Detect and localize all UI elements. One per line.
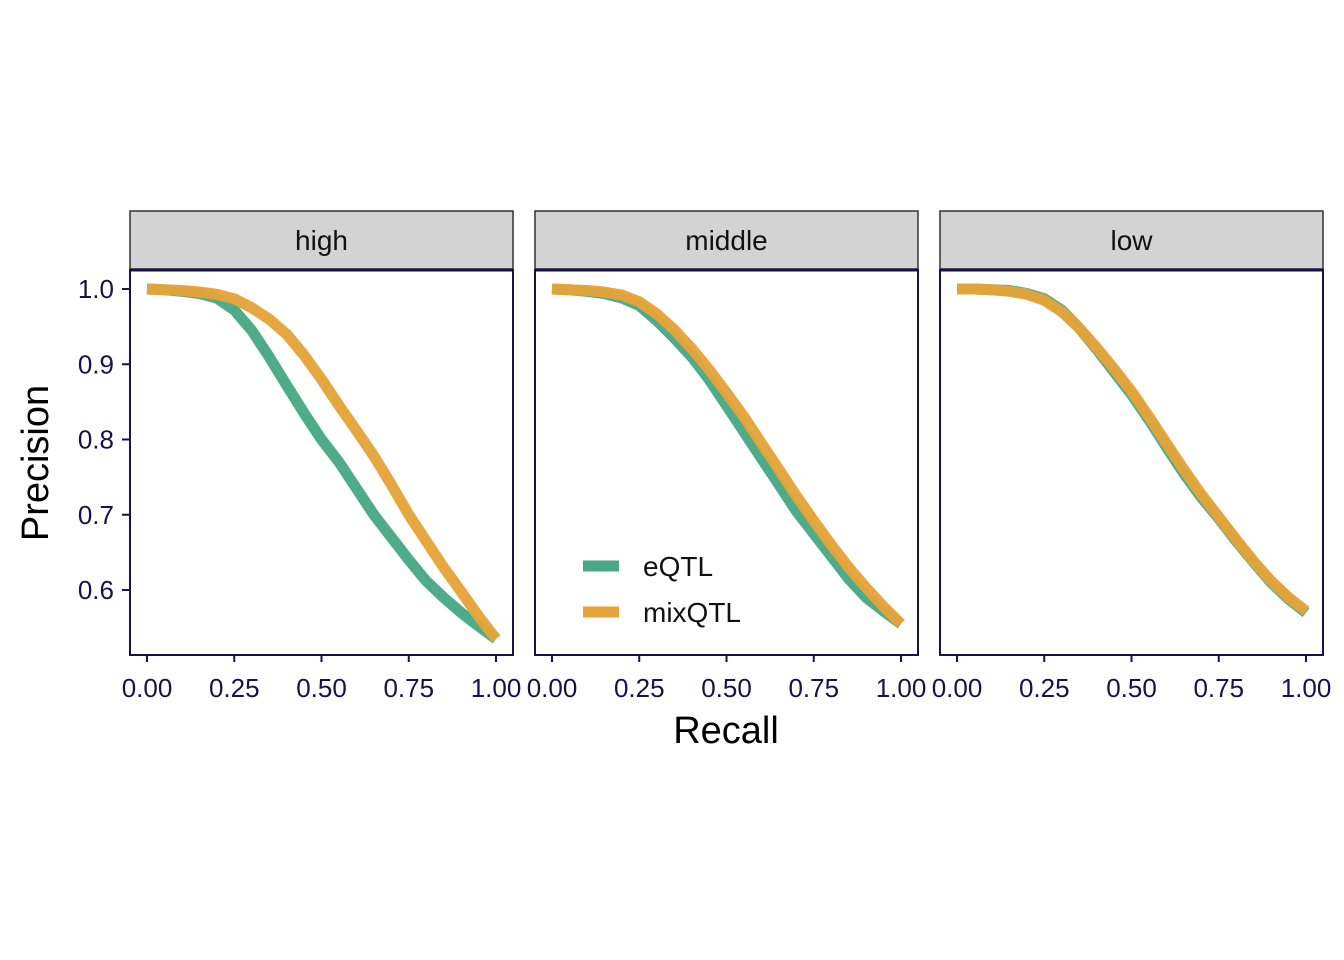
panel-border: [939, 269, 1324, 656]
x-tick-label: 0.50: [701, 673, 752, 703]
x-tick-label: 0.50: [1106, 673, 1157, 703]
series-line-mixQTL: [551, 283, 905, 628]
x-tick-label: 0.00: [122, 673, 173, 703]
y-axis: 0.6 0.7 0.8 0.9 1.0: [78, 274, 130, 605]
panel-middle: middle 0.00 0.25 0.50 0.75 1.00: [527, 210, 927, 703]
x-tick-label: 0.25: [1019, 673, 1070, 703]
x-tick-label: 0.25: [614, 673, 665, 703]
panel-high: high 0.00 0.25 0.50 0.75 1.00: [122, 210, 522, 703]
x-tick-label: 0.25: [209, 673, 260, 703]
series-line-mixQTL: [146, 283, 501, 643]
x-tick-label: 1.00: [876, 673, 927, 703]
y-tick-label: 0.7: [78, 500, 114, 530]
facet-strip-label: low: [1110, 225, 1153, 256]
facet-strip-label: middle: [685, 225, 767, 256]
x-axis-title: Recall: [673, 710, 779, 752]
y-tick-label: 0.8: [78, 425, 114, 455]
facet-strip: [939, 210, 1324, 270]
y-axis-title: Precision: [15, 385, 57, 541]
x-tick-label: 1.00: [471, 673, 522, 703]
x-tick-label: 0.50: [296, 673, 347, 703]
facet-panels: high 0.00 0.25 0.50 0.75 1.00 middle 0.00 0.25 0.…: [122, 210, 1332, 703]
legend: eQTL mixQTL: [583, 551, 741, 628]
x-tick-label: 1.00: [1281, 673, 1332, 703]
panel-border: [129, 269, 514, 656]
facet-strip: [129, 210, 514, 270]
y-tick-label: 0.9: [78, 349, 114, 379]
x-tick-label: 0.00: [527, 673, 578, 703]
legend-label-mixQTL: mixQTL: [643, 597, 741, 628]
facet-strip: [534, 210, 919, 270]
legend-label-eQTL: eQTL: [643, 551, 713, 582]
x-tick-label: 0.75: [788, 673, 839, 703]
facet-strip-label: high: [295, 225, 348, 256]
x-tick-label: 0.75: [1193, 673, 1244, 703]
y-tick-label: 1.0: [78, 274, 114, 304]
y-tick-label: 0.6: [78, 575, 114, 605]
x-tick-label: 0.75: [383, 673, 434, 703]
panel-low: low 0.00 0.25 0.50 0.75 1.00: [932, 210, 1332, 703]
series-line-mixQTL: [957, 283, 1310, 616]
x-tick-label: 0.00: [932, 673, 983, 703]
